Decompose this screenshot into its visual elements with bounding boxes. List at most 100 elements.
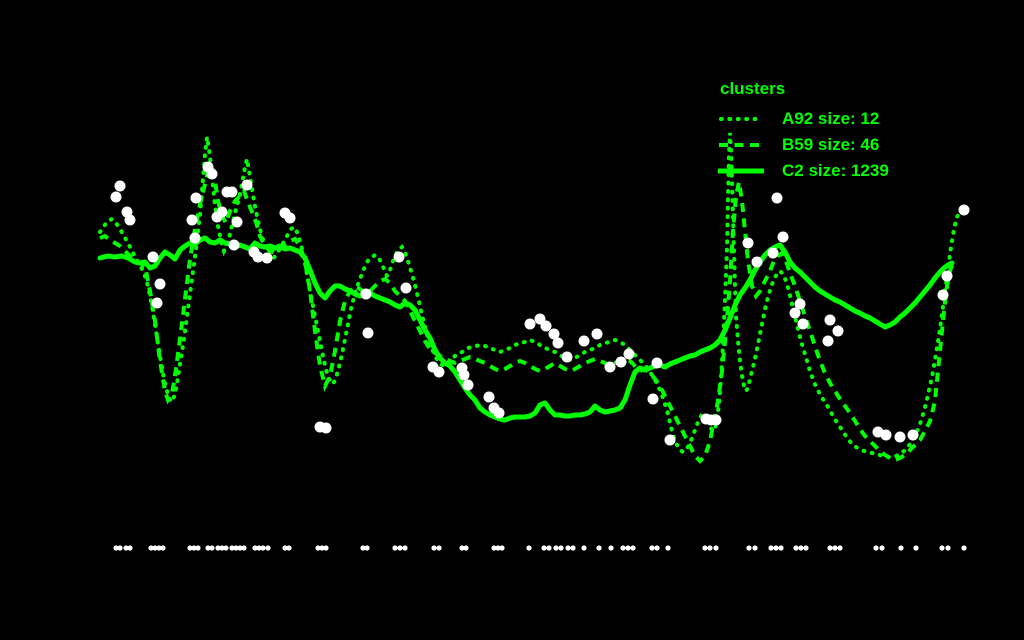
rug-point xyxy=(156,545,162,551)
data-point xyxy=(261,252,273,264)
rug-point xyxy=(148,545,154,551)
legend-label-b59: B59 size: 46 xyxy=(782,135,880,154)
data-point xyxy=(493,407,505,419)
series-line-a92 xyxy=(98,132,965,459)
rug-point xyxy=(402,545,408,551)
data-point xyxy=(190,192,202,204)
data-point xyxy=(797,318,809,330)
data-point xyxy=(777,231,789,243)
rug-point xyxy=(187,545,193,551)
rug-point xyxy=(256,545,262,551)
rug-point xyxy=(713,545,719,551)
rug-point xyxy=(436,545,442,551)
rug-point xyxy=(773,545,779,551)
rug-point xyxy=(117,545,123,551)
rug-point xyxy=(546,545,552,551)
rug-point xyxy=(152,545,158,551)
legend-title: clusters xyxy=(720,79,786,98)
rug-point xyxy=(229,545,235,551)
data-point xyxy=(151,297,163,309)
solid-line-swatch-icon xyxy=(718,168,764,174)
rug-point xyxy=(565,545,571,551)
data-point xyxy=(832,325,844,337)
rug-point xyxy=(252,545,258,551)
rug-point xyxy=(707,545,713,551)
data-point xyxy=(742,237,754,249)
data-point xyxy=(561,351,573,363)
legend-item-a92: A92 size: 12 xyxy=(718,106,889,132)
data-point xyxy=(110,191,122,203)
rug-point xyxy=(596,545,602,551)
rug-point xyxy=(286,545,292,551)
series-line-b59 xyxy=(99,161,955,464)
rug-point xyxy=(233,545,239,551)
rug-point xyxy=(827,545,833,551)
data-point xyxy=(822,335,834,347)
data-point xyxy=(615,356,627,368)
data-point xyxy=(710,414,722,426)
data-point xyxy=(623,348,635,360)
rug-point xyxy=(241,545,247,551)
rug-point xyxy=(768,545,774,551)
rug-point xyxy=(746,545,752,551)
data-point xyxy=(462,379,474,391)
rug-point xyxy=(223,545,229,551)
rug-point xyxy=(649,545,655,551)
data-point xyxy=(548,328,560,340)
data-point xyxy=(524,318,536,330)
data-point xyxy=(226,186,238,198)
data-point xyxy=(552,337,564,349)
data-point xyxy=(320,422,332,434)
rug-point xyxy=(123,545,129,551)
rug-point xyxy=(879,545,885,551)
rug-point xyxy=(215,545,221,551)
data-point xyxy=(124,214,136,226)
data-point xyxy=(393,251,405,263)
rug-point xyxy=(752,545,758,551)
rug-point xyxy=(191,545,197,551)
data-point xyxy=(578,335,590,347)
rug-point xyxy=(620,545,626,551)
rug-point xyxy=(526,545,532,551)
legend: clusters A92 size: 12 B59 size: 46 C2 si… xyxy=(718,79,889,184)
rug-point xyxy=(431,545,437,551)
data-point xyxy=(941,270,953,282)
rug-point xyxy=(608,545,614,551)
data-point xyxy=(189,232,201,244)
data-point xyxy=(458,369,470,381)
data-point xyxy=(937,289,949,301)
rug-point xyxy=(832,545,838,551)
data-point xyxy=(789,307,801,319)
rug-point xyxy=(499,545,505,551)
data-point xyxy=(880,429,892,441)
legend-item-c2: C2 size: 1239 xyxy=(718,158,889,184)
data-point xyxy=(794,298,806,310)
data-point xyxy=(767,247,779,259)
rug-point xyxy=(282,545,288,551)
rug-point xyxy=(265,545,271,551)
rug-point xyxy=(360,545,366,551)
data-point xyxy=(186,214,198,226)
data-point xyxy=(206,168,218,180)
rug-point xyxy=(459,545,465,551)
rug-point xyxy=(625,545,631,551)
data-point xyxy=(647,393,659,405)
data-point xyxy=(958,204,970,216)
rug-point xyxy=(319,545,325,551)
rug-point xyxy=(654,545,660,551)
rug-point xyxy=(553,545,559,551)
data-point xyxy=(252,251,264,263)
data-point xyxy=(591,328,603,340)
data-point xyxy=(216,206,228,218)
rug-point xyxy=(665,545,671,551)
data-point xyxy=(154,278,166,290)
rug-point xyxy=(127,545,133,551)
series-line-c2 xyxy=(97,235,955,423)
rug-point xyxy=(803,545,809,551)
data-point xyxy=(147,251,159,263)
data-point xyxy=(824,314,836,326)
data-point xyxy=(751,256,763,268)
dashed-line-swatch-icon xyxy=(719,143,763,147)
